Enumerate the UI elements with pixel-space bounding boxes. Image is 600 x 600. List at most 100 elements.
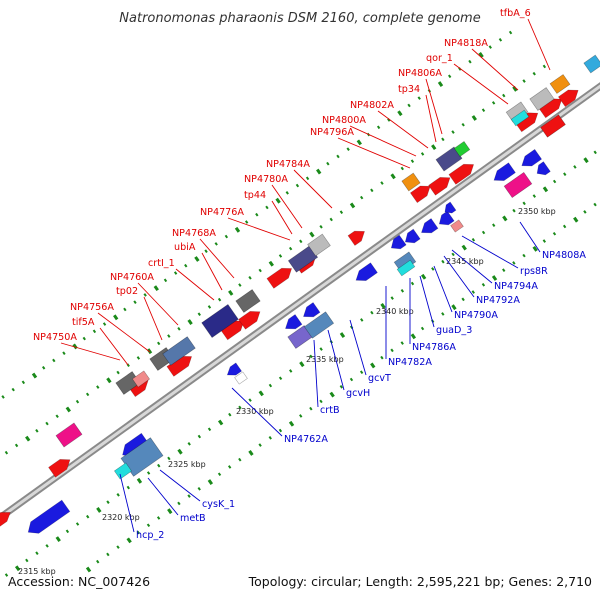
tick-dot bbox=[451, 130, 455, 134]
forward-gene-label: NP4768A bbox=[172, 228, 216, 239]
label-leader-line bbox=[461, 235, 519, 269]
tick-dot bbox=[207, 479, 214, 485]
tick-dot bbox=[35, 551, 39, 555]
tick-dot bbox=[197, 487, 201, 491]
tick-dot bbox=[143, 293, 147, 297]
ruler-tick-label: 2320 kbp bbox=[102, 513, 140, 522]
tick-dot bbox=[204, 249, 208, 253]
reverse-gene-arrow bbox=[404, 228, 421, 244]
forward-gene-arrow bbox=[48, 459, 71, 478]
label-leader-line bbox=[527, 18, 551, 71]
tick-dot bbox=[468, 59, 472, 64]
tick-dot bbox=[187, 442, 191, 446]
tick-dot bbox=[390, 296, 394, 300]
tick-dot bbox=[248, 450, 254, 456]
tick-dot bbox=[512, 208, 516, 213]
tick-dot bbox=[583, 157, 589, 164]
forward-gene-label: ubiA bbox=[174, 242, 196, 253]
forward-gene-label: NP4800A bbox=[322, 115, 366, 126]
tick-dot bbox=[224, 234, 229, 239]
tick-dot bbox=[522, 201, 526, 206]
label-leader-line bbox=[453, 63, 509, 105]
tick-dot bbox=[349, 202, 356, 209]
tick-dot bbox=[238, 457, 242, 462]
tick-dot bbox=[55, 414, 59, 419]
tick-dot bbox=[146, 471, 151, 475]
tick-dot bbox=[478, 52, 484, 58]
forward-gene-label: qor_1 bbox=[426, 53, 453, 64]
tick-dot bbox=[356, 139, 362, 146]
tick-dot bbox=[238, 405, 242, 410]
forward-gene-box bbox=[235, 289, 261, 313]
reverse-gene-arrow bbox=[226, 362, 243, 376]
forward-gene-box bbox=[55, 422, 83, 448]
forward-gene-box bbox=[510, 109, 530, 127]
reverse-gene-label: rps8R bbox=[520, 266, 548, 277]
forward-gene-label: NP4796A bbox=[310, 127, 354, 138]
reverse-gene-arrow bbox=[493, 162, 516, 181]
tick-dot bbox=[268, 436, 272, 440]
tick-dot bbox=[552, 179, 557, 184]
tick-dot bbox=[593, 150, 597, 155]
tick-dot bbox=[481, 108, 486, 112]
label-leader-line bbox=[471, 48, 519, 91]
label-leader-line bbox=[313, 339, 319, 408]
tick-dot bbox=[55, 536, 61, 543]
forward-gene-arrow bbox=[448, 163, 475, 185]
forward-gene-arrow bbox=[409, 185, 431, 204]
gene-label-leaders bbox=[60, 18, 551, 533]
reverse-gene-label: NP4808A bbox=[542, 250, 586, 261]
tick-dot bbox=[461, 297, 465, 302]
tick-dot bbox=[532, 245, 538, 252]
forward-gene-arrow bbox=[0, 512, 11, 528]
forward-gene-label: tp34 bbox=[398, 84, 420, 95]
accession-text: Accession: NC_007426 bbox=[8, 574, 150, 589]
tick-dot bbox=[288, 420, 295, 427]
tick-dot bbox=[532, 71, 536, 76]
tick-dot bbox=[420, 273, 427, 280]
tick-dot bbox=[35, 429, 39, 433]
forward-gene-label: NP4802A bbox=[350, 100, 394, 111]
tick-dot bbox=[207, 305, 212, 309]
tick-dot bbox=[96, 507, 102, 513]
tick-dot bbox=[397, 110, 403, 117]
tick-dot bbox=[173, 271, 178, 275]
tick-dot bbox=[299, 414, 303, 418]
tick-dot bbox=[238, 283, 242, 287]
tick-dot bbox=[441, 259, 445, 264]
forward-gene-arrow bbox=[347, 230, 365, 246]
tick-dot bbox=[248, 275, 252, 280]
tick-dot bbox=[502, 215, 508, 222]
tick-dot bbox=[370, 362, 376, 369]
reverse-gene-label: hcp_2 bbox=[136, 530, 164, 541]
tick-dot bbox=[305, 176, 310, 181]
tick-dot bbox=[167, 456, 171, 461]
tick-dot bbox=[420, 152, 425, 156]
tick-dot bbox=[437, 81, 444, 87]
tick-dot bbox=[346, 147, 350, 151]
tick-dot bbox=[52, 358, 56, 363]
tick-dot bbox=[278, 428, 283, 433]
forward-gene-arrow bbox=[557, 89, 579, 108]
reverse-gene-label: cysK_1 bbox=[202, 499, 235, 510]
label-leader-line bbox=[337, 137, 411, 169]
tick-dot bbox=[163, 278, 168, 283]
forward-gene-box bbox=[401, 172, 421, 192]
label-leader-line bbox=[327, 329, 345, 391]
forward-gene-label: NP4776A bbox=[200, 207, 244, 218]
tick-dot bbox=[126, 537, 132, 544]
tick-dot bbox=[255, 212, 259, 217]
tick-dot bbox=[339, 210, 344, 214]
tick-dot bbox=[85, 392, 90, 397]
tick-dot bbox=[177, 448, 183, 455]
tick-dot bbox=[197, 434, 202, 439]
forward-gene-box bbox=[453, 141, 471, 157]
label-leader-line bbox=[175, 268, 215, 301]
tick-dot bbox=[309, 406, 313, 411]
tick-dot bbox=[65, 406, 71, 413]
tick-dot bbox=[316, 168, 322, 175]
tick-dot bbox=[370, 310, 374, 315]
tick-dot bbox=[562, 224, 567, 229]
